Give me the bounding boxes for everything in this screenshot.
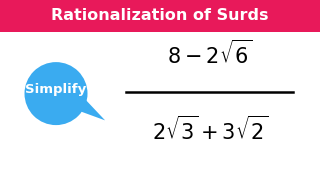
Polygon shape: [75, 97, 105, 120]
Text: Rationalization of Surds: Rationalization of Surds: [51, 8, 269, 23]
Text: $8 - 2\sqrt{6}$: $8 - 2\sqrt{6}$: [167, 40, 252, 68]
FancyBboxPatch shape: [0, 0, 320, 31]
Text: Simplify: Simplify: [25, 84, 87, 96]
Ellipse shape: [25, 62, 87, 125]
Text: $2\sqrt{3} + 3\sqrt{2}$: $2\sqrt{3} + 3\sqrt{2}$: [152, 115, 268, 144]
